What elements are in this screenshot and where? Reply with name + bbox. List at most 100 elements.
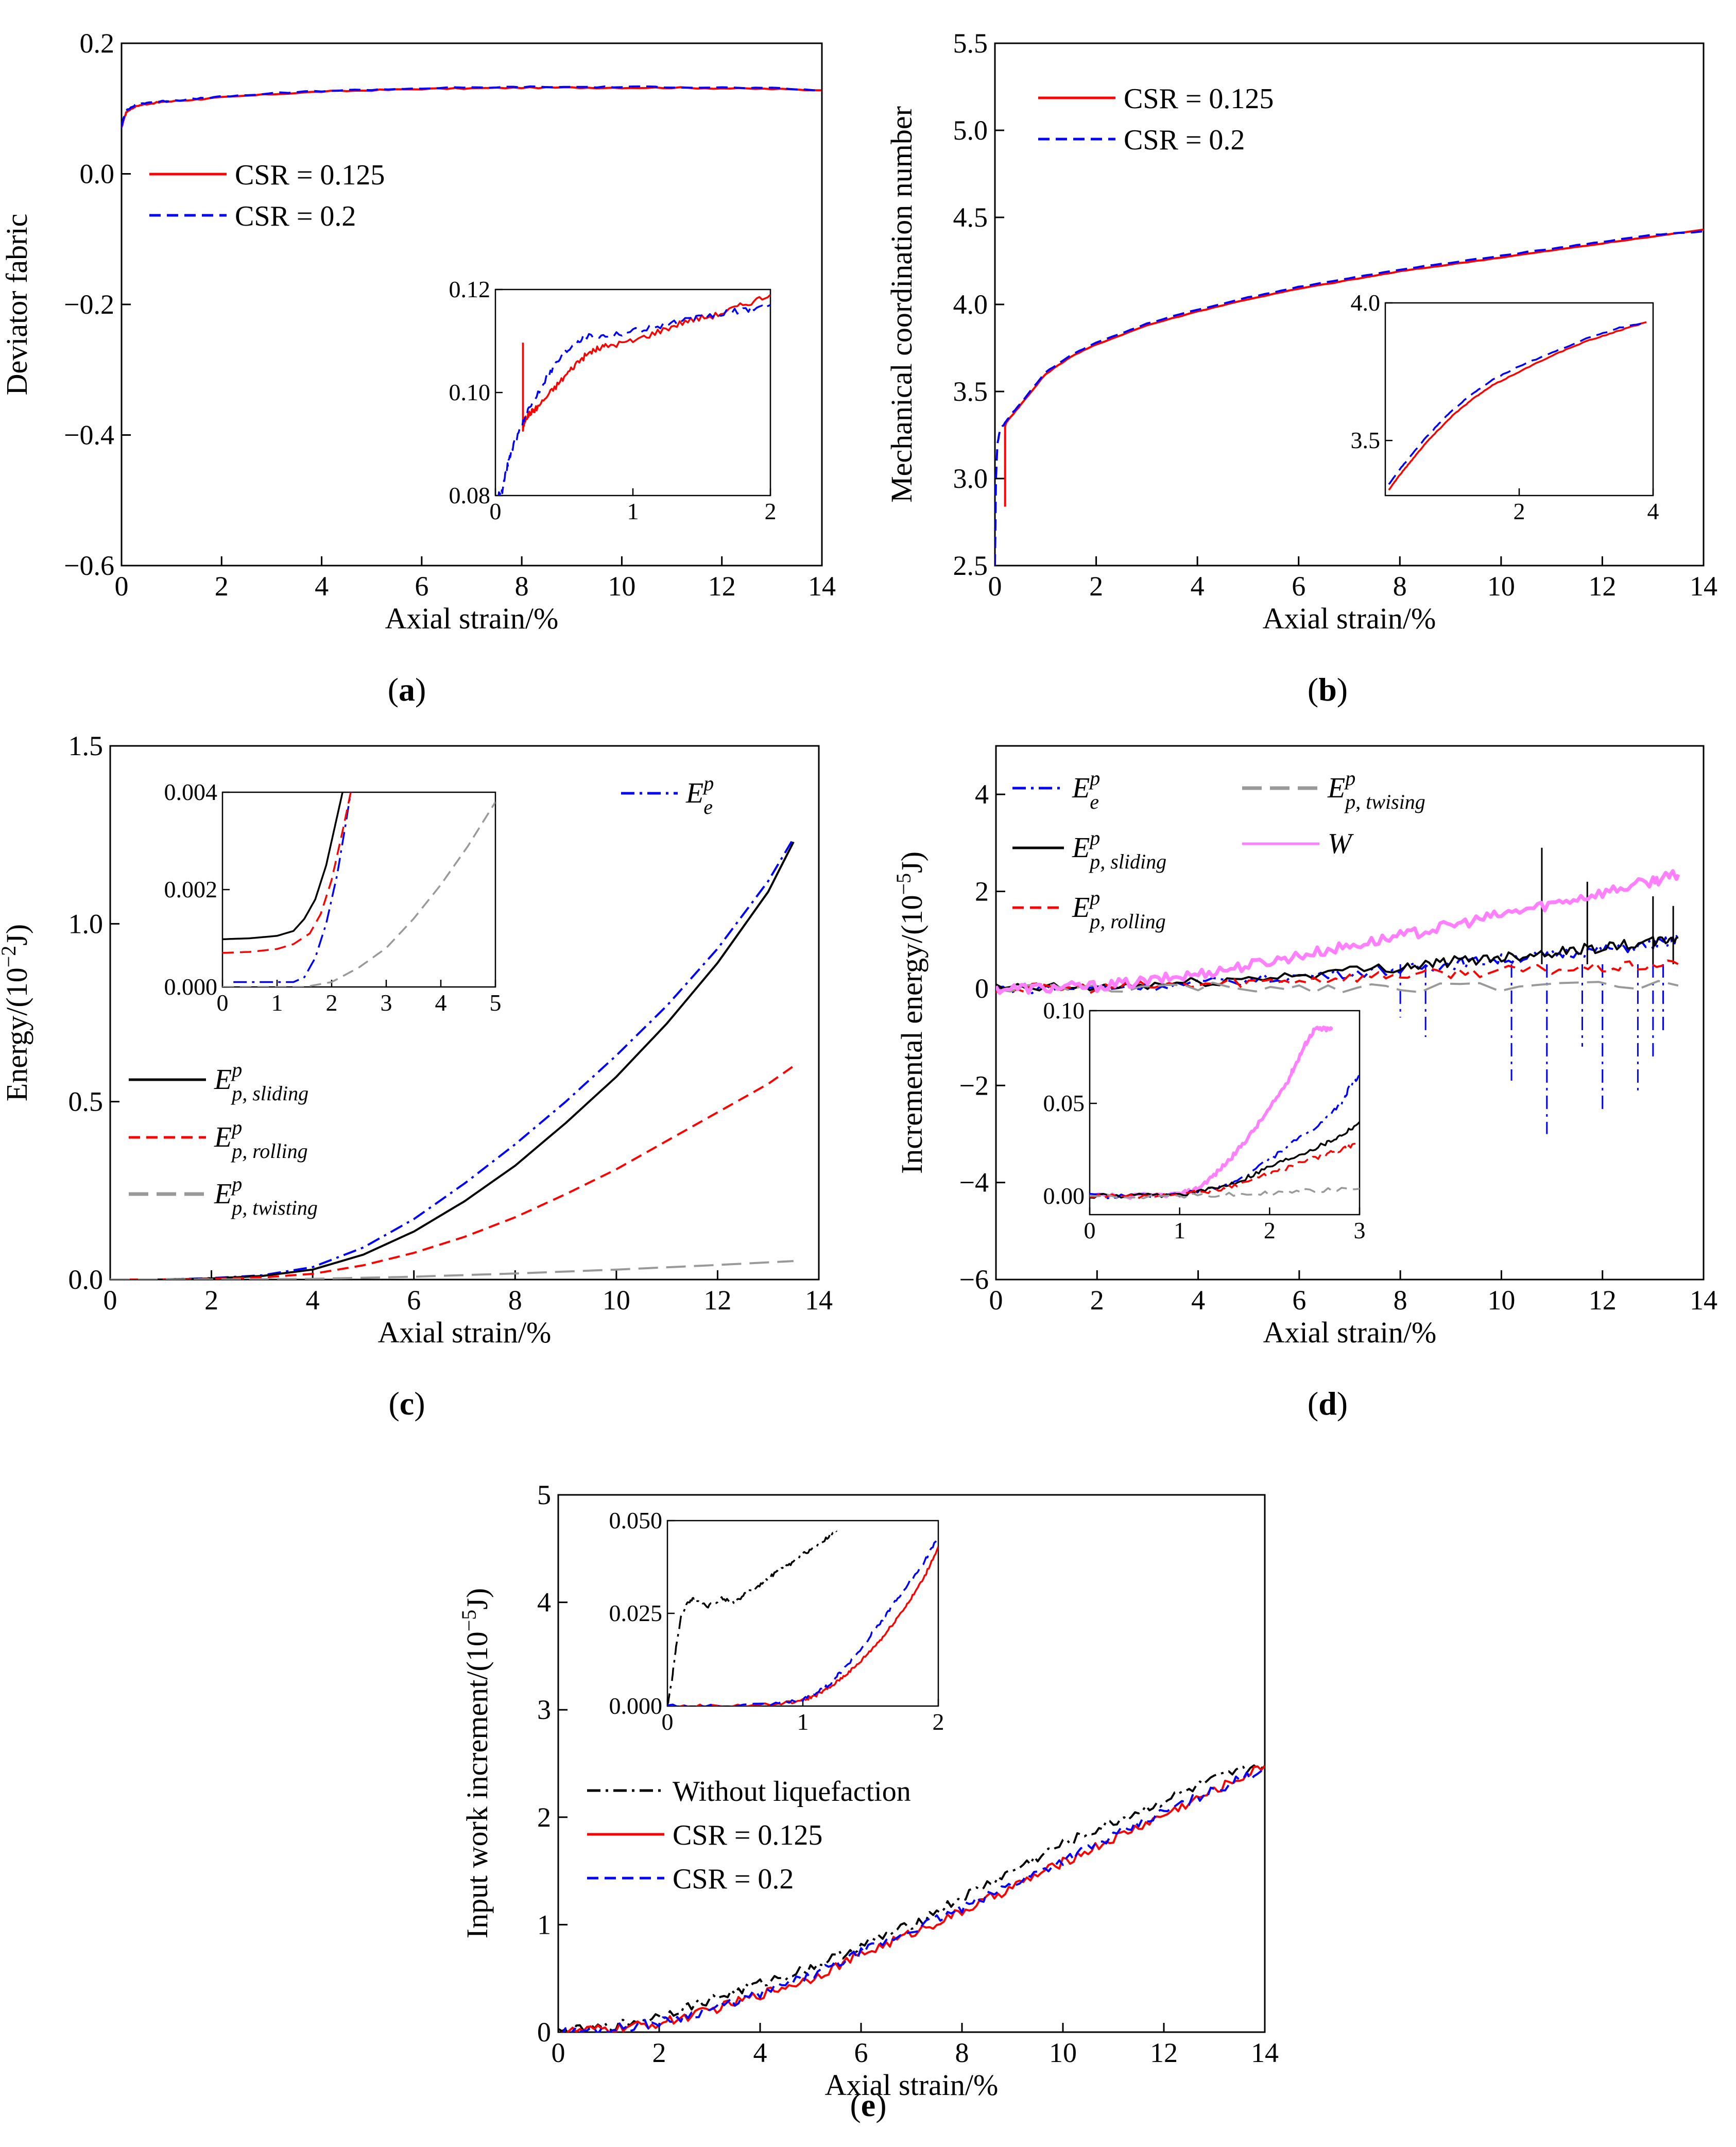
x-tick-label: 2 — [204, 1285, 218, 1316]
inset-series-group — [1388, 321, 1647, 491]
x-axis-label: Axial strain/% — [825, 2068, 999, 2102]
x-tick-label: 4 — [753, 2037, 767, 2068]
legend-label: Ep p, rolling — [214, 1116, 308, 1163]
legend-label: CSR = 0.125 — [235, 159, 385, 191]
inset-background — [1090, 1011, 1360, 1215]
y-tick-label: 0.0 — [68, 1264, 104, 1295]
y-tick-label: 4 — [537, 1587, 551, 1618]
x-tick-label: 4 — [1191, 1285, 1205, 1316]
y-tick-label: 5.0 — [953, 115, 988, 146]
x-tick-label: 12 — [708, 571, 736, 602]
y-tick-label: 0.2 — [80, 28, 115, 59]
x-tick-label: 4 — [306, 1285, 320, 1316]
series-line — [561, 1765, 1265, 2032]
inset-y-tick-label: 0.10 — [1043, 997, 1085, 1024]
inset-x-tick-label: 0 — [490, 498, 502, 524]
x-tick-label: 6 — [1292, 1285, 1306, 1316]
x-tick-label: 4 — [315, 571, 329, 602]
x-tick-label: 10 — [608, 571, 635, 602]
inset-y-tick-label: 0.00 — [1043, 1183, 1085, 1209]
inset-x-tick-label: 0 — [1084, 1217, 1096, 1243]
series-line — [562, 1768, 1265, 2032]
inset-y-tick-label: 0.000 — [609, 1693, 663, 1719]
x-tick-label: 2 — [652, 2037, 666, 2068]
panel-label: (d) — [1308, 1385, 1348, 1422]
y-tick-label: 3.5 — [953, 376, 988, 407]
x-tick-label: 6 — [854, 2037, 868, 2068]
series-line — [122, 85, 822, 128]
x-tick-label: 0 — [989, 1285, 1003, 1316]
inset-plot: 0 1 2 3 4 5 0.000 0.002 0.004 — [164, 779, 502, 1016]
inset-y-tick-label: 0.05 — [1043, 1090, 1085, 1116]
x-axis-label: Axial strain/% — [385, 602, 559, 635]
series-group — [122, 85, 822, 128]
inset-series-group — [497, 294, 770, 496]
y-tick-label: 2.5 — [953, 550, 988, 581]
inset-plot-frame — [1089, 1010, 1361, 1216]
x-tick-label: 8 — [955, 2037, 969, 2068]
x-tick-label: 14 — [1690, 571, 1717, 602]
inset-y-tick-label: 0.050 — [609, 1507, 663, 1533]
x-tick-label: 10 — [1487, 571, 1515, 602]
series-group — [996, 847, 1680, 1134]
y-tick-label: 1.0 — [68, 908, 104, 939]
x-tick-label: 8 — [1394, 1285, 1407, 1316]
series-line — [110, 1260, 794, 1280]
panel-label: (b) — [1308, 671, 1348, 708]
inset-x-tick-label: 2 — [1264, 1217, 1276, 1243]
inset-series-line — [222, 792, 352, 954]
inset-y-tick-label: 0.004 — [164, 779, 218, 805]
inset-y-tick-label: 0.025 — [609, 1600, 663, 1626]
inset-series-group — [1090, 1025, 1360, 1200]
inset-y-tick-label: 0.000 — [164, 974, 218, 1000]
legend-label: Ep p, twisting — [214, 1172, 318, 1219]
x-tick-label: 12 — [1589, 1285, 1617, 1316]
x-tick-label: 6 — [407, 1285, 421, 1316]
plot-frame — [109, 745, 820, 1281]
x-tick-label: 14 — [808, 571, 836, 602]
y-tick-label: 4 — [975, 779, 989, 810]
inset-series-line — [667, 1546, 938, 1706]
y-tick-label: −0.2 — [64, 289, 114, 320]
x-axis-label: Axial strain/% — [378, 1316, 552, 1349]
x-tick-label: 0 — [988, 571, 1002, 602]
x-tick-label: 0 — [104, 1285, 117, 1316]
series-line — [110, 1065, 795, 1280]
inset-series-line — [1090, 1025, 1333, 1200]
legend-label: Ep p, twising — [1327, 766, 1425, 813]
panel-label: (c) — [388, 1385, 425, 1422]
x-tick-label: 2 — [1090, 1285, 1104, 1316]
plot-frame — [995, 745, 1705, 1281]
inset-background — [222, 792, 495, 987]
plot-frame — [557, 1494, 1266, 2033]
legend-label: Ep p, rolling — [1072, 886, 1166, 933]
inset-x-tick-label: 0 — [217, 990, 229, 1016]
x-tick-label: 8 — [515, 571, 529, 602]
inset-x-tick-label: 5 — [490, 990, 502, 1016]
y-tick-label: 0 — [975, 973, 989, 1004]
inset-x-tick-label: 2 — [765, 498, 777, 524]
y-tick-label: 2 — [975, 876, 989, 907]
y-tick-label: 0.0 — [80, 159, 115, 190]
y-axis-label: Incremental energy/(10−5J) — [892, 851, 929, 1174]
x-tick-label: 14 — [1251, 2037, 1279, 2068]
inset-series-group — [667, 1530, 938, 1706]
y-tick-label: 0.5 — [68, 1086, 104, 1117]
x-tick-label: 0 — [115, 571, 129, 602]
x-tick-label: 2 — [1089, 571, 1103, 602]
inset-x-tick-label: 0 — [662, 1709, 674, 1735]
inset-x-tick-label: 3 — [381, 990, 392, 1016]
inset-x-tick-label: 3 — [1354, 1217, 1366, 1243]
y-tick-label: 1.5 — [68, 730, 104, 761]
inset-series-line — [1090, 1187, 1360, 1200]
legend-label: Ep e — [685, 772, 714, 819]
y-tick-label: 2 — [537, 1802, 551, 1833]
y-axis-label: Mechanical coordination number — [885, 106, 918, 503]
x-tick-label: 10 — [603, 1285, 630, 1316]
inset-y-tick-label: 3.5 — [1351, 427, 1381, 453]
inset-series-line — [222, 801, 495, 987]
inset-x-tick-label: 1 — [271, 990, 283, 1016]
y-tick-label: 0 — [537, 2017, 551, 2048]
